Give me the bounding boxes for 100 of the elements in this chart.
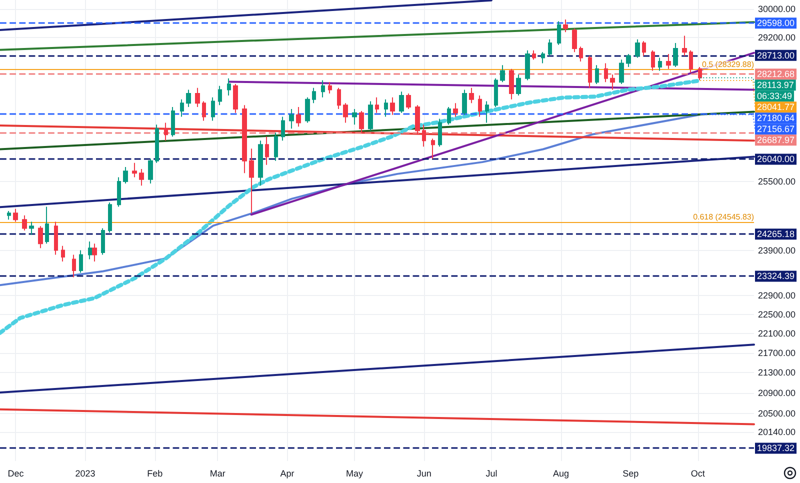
candlestick bbox=[689, 50, 693, 74]
candlestick bbox=[132, 162, 137, 178]
candlestick bbox=[117, 176, 121, 208]
candlestick bbox=[610, 74, 615, 90]
candlestick bbox=[22, 214, 27, 231]
y-tick-label: 21300.00 bbox=[758, 368, 796, 378]
candlestick bbox=[447, 106, 451, 126]
candlestick bbox=[38, 226, 43, 249]
candlestick bbox=[242, 104, 247, 174]
candlestick bbox=[289, 108, 294, 130]
candlestick bbox=[148, 158, 153, 184]
candlestick bbox=[626, 54, 631, 68]
y-tick-label: 22100.00 bbox=[758, 328, 796, 338]
y-tick-label: 21700.00 bbox=[758, 348, 796, 358]
y-tick-label: 20500.00 bbox=[758, 408, 796, 418]
candlestick bbox=[698, 66, 702, 81]
candlestick bbox=[29, 221, 34, 236]
candlestick bbox=[202, 100, 206, 122]
candlestick bbox=[211, 96, 215, 122]
annotation: 28113.97 bbox=[757, 80, 794, 90]
ref-line-label: 0.5 (28329.88) bbox=[702, 60, 754, 70]
x-tick-label: Jul bbox=[486, 468, 498, 478]
y-tick-label: 20140.00 bbox=[758, 427, 796, 438]
candlestick bbox=[500, 64, 505, 83]
ref-line-label: 28212.68 bbox=[757, 69, 795, 80]
y-tick-label: 25500.00 bbox=[758, 176, 796, 186]
ref-line-label: 19837.32 bbox=[757, 443, 795, 454]
annotation: 27156.67 bbox=[757, 124, 795, 134]
candlestick bbox=[123, 166, 128, 184]
candlestick bbox=[375, 96, 379, 114]
candlestick bbox=[92, 243, 97, 262]
annotation: 28041.77 bbox=[757, 102, 795, 112]
ref-line-label: 26687.97 bbox=[757, 135, 795, 146]
y-tick-label: 23900.00 bbox=[758, 245, 796, 256]
candlestick bbox=[321, 80, 325, 98]
candlestick bbox=[658, 57, 662, 72]
candlestick bbox=[61, 245, 65, 262]
candlestick bbox=[88, 240, 92, 260]
candlestick bbox=[54, 221, 58, 256]
candlestick bbox=[186, 89, 191, 108]
candlestick bbox=[281, 116, 285, 142]
candlestick bbox=[343, 102, 348, 124]
x-tick-label: Mar bbox=[210, 468, 226, 478]
candlestick bbox=[588, 55, 592, 88]
candlestick bbox=[337, 87, 341, 110]
candlestick bbox=[390, 96, 395, 116]
candlestick bbox=[525, 50, 530, 81]
candlestick bbox=[619, 59, 624, 85]
candlestick bbox=[673, 42, 678, 68]
ref-line-label: 23324.39 bbox=[757, 271, 795, 282]
candlestick bbox=[635, 38, 640, 58]
x-tick-label: Feb bbox=[147, 468, 163, 478]
y-tick-label: 30000.00 bbox=[758, 4, 796, 14]
x-tick-label: Apr bbox=[280, 468, 294, 478]
candlestick bbox=[532, 50, 536, 60]
ref-line-label: 26040.00 bbox=[757, 154, 795, 164]
candlestick bbox=[415, 104, 420, 136]
candlestick bbox=[563, 18, 568, 33]
candlestick bbox=[431, 138, 435, 160]
candlestick bbox=[541, 52, 545, 64]
candlestick bbox=[164, 122, 168, 142]
candlestick bbox=[227, 78, 231, 96]
candlestick bbox=[171, 106, 175, 138]
y-tick-label: 20900.00 bbox=[758, 388, 796, 398]
ref-line-label: 27180.64 bbox=[757, 113, 795, 124]
candlestick bbox=[666, 54, 671, 70]
candlestick bbox=[595, 64, 599, 85]
ref-line-label: 29598.00 bbox=[757, 18, 795, 28]
candlestick bbox=[155, 124, 159, 164]
candlestick bbox=[406, 93, 411, 110]
candlestick bbox=[494, 78, 498, 108]
candlestick bbox=[359, 110, 364, 134]
candlestick bbox=[682, 35, 687, 56]
y-tick-label: 29200.00 bbox=[758, 32, 796, 43]
candlestick bbox=[352, 108, 357, 126]
candlestick bbox=[572, 28, 577, 53]
x-tick-label: Sep bbox=[622, 468, 639, 478]
candlestick bbox=[462, 89, 467, 116]
candlestick bbox=[258, 140, 263, 186]
candlestick bbox=[101, 228, 105, 256]
candlestick bbox=[438, 118, 442, 148]
x-tick-label: Jun bbox=[416, 468, 432, 478]
candlestick bbox=[651, 50, 655, 72]
candlestick bbox=[557, 20, 561, 46]
ref-line-label: 24265.18 bbox=[757, 229, 795, 240]
candlestick bbox=[72, 254, 76, 278]
candlestick bbox=[265, 136, 269, 166]
ref-line-label: 28713.00 bbox=[757, 50, 795, 60]
y-tick-label: 22500.00 bbox=[758, 309, 796, 320]
candlestick bbox=[642, 40, 646, 56]
candlestick bbox=[249, 148, 254, 214]
x-tick-label: 2023 bbox=[75, 468, 96, 478]
candlestick bbox=[604, 62, 608, 83]
candlestick bbox=[368, 100, 373, 132]
x-tick-label: Aug bbox=[553, 468, 570, 478]
candlestick bbox=[180, 98, 184, 118]
candlestick bbox=[13, 208, 18, 222]
candlestick bbox=[399, 91, 404, 114]
candlestick bbox=[384, 98, 388, 118]
y-tick-label: 22900.00 bbox=[758, 290, 796, 301]
